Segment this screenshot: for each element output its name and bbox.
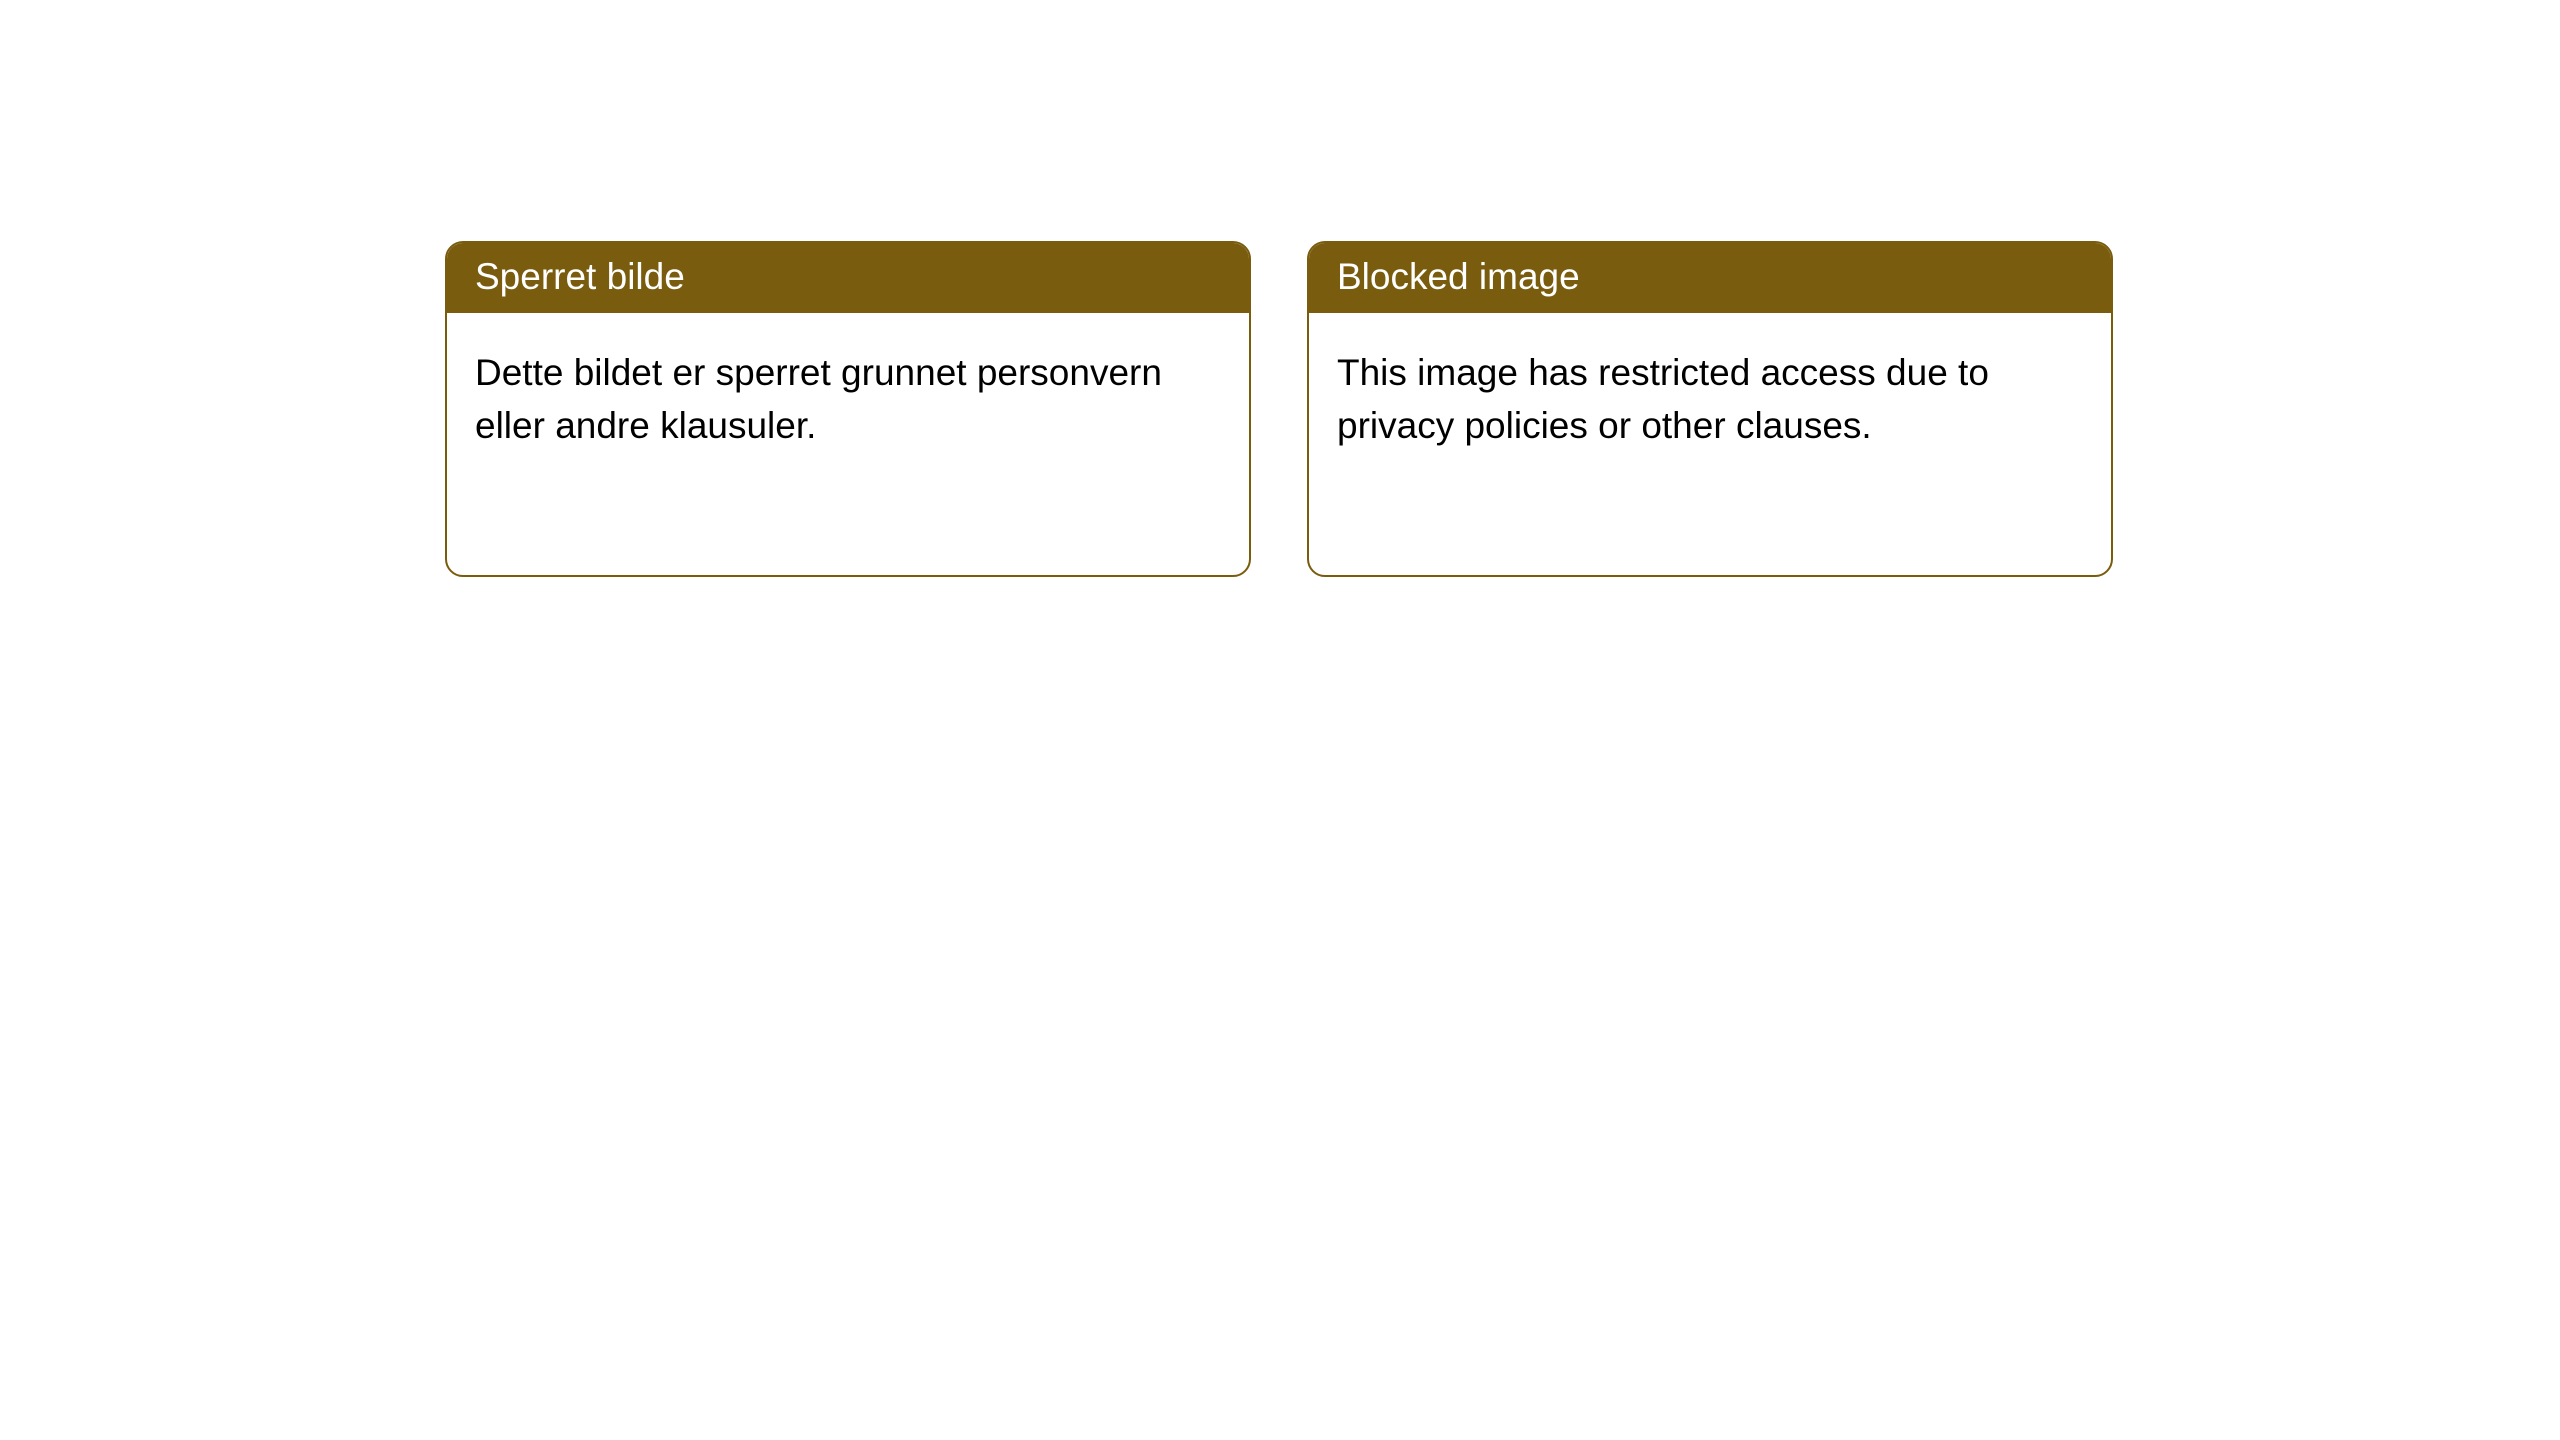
notice-card-english: Blocked image This image has restricted …: [1307, 241, 2113, 577]
notice-card-norwegian: Sperret bilde Dette bildet er sperret gr…: [445, 241, 1251, 577]
notice-container: Sperret bilde Dette bildet er sperret gr…: [0, 0, 2560, 577]
card-title: Sperret bilde: [475, 256, 685, 297]
card-body-text: Dette bildet er sperret grunnet personve…: [475, 352, 1162, 446]
card-header: Sperret bilde: [447, 243, 1249, 313]
card-title: Blocked image: [1337, 256, 1580, 297]
card-body: This image has restricted access due to …: [1309, 313, 2111, 486]
card-header: Blocked image: [1309, 243, 2111, 313]
card-body-text: This image has restricted access due to …: [1337, 352, 1989, 446]
card-body: Dette bildet er sperret grunnet personve…: [447, 313, 1249, 486]
